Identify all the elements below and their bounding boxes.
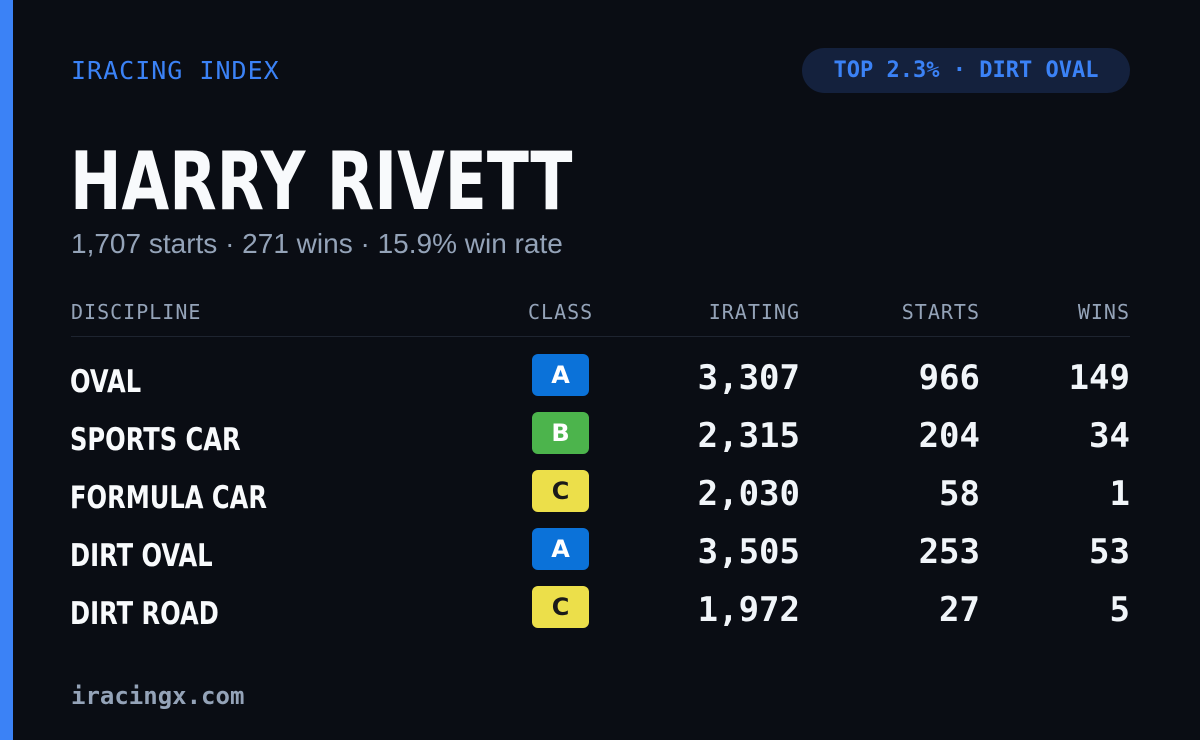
discipline-name: DIRT ROAD	[70, 596, 219, 632]
class-badge: C	[532, 470, 589, 512]
accent-bar	[0, 0, 13, 740]
discipline-name: SPORTS CAR	[70, 422, 241, 458]
column-header-starts: STARTS	[901, 300, 980, 324]
wins-value: 5	[1109, 590, 1130, 630]
discipline-name: DIRT OVAL	[70, 538, 213, 574]
discipline-name: OVAL	[70, 364, 142, 400]
irating-value: 3,505	[697, 532, 800, 572]
column-header-irating: IRATING	[708, 300, 800, 324]
starts-value: 253	[918, 532, 980, 572]
wins-value: 149	[1068, 358, 1130, 398]
discipline-name: FORMULA CAR	[70, 480, 268, 516]
starts-value: 27	[939, 590, 980, 630]
table-row: DIRT OVAL A 3,505 253 53	[0, 528, 1200, 586]
wins-value: 34	[1089, 416, 1130, 456]
column-header-wins: WINS	[1077, 300, 1130, 324]
wins-value: 53	[1089, 532, 1130, 572]
irating-value: 2,315	[697, 416, 800, 456]
header-divider	[71, 336, 1130, 337]
rank-badge: TOP 2.3% · DIRT OVAL	[802, 48, 1130, 93]
table-row: FORMULA CAR C 2,030 58 1	[0, 470, 1200, 528]
starts-value: 966	[918, 358, 980, 398]
class-badge: A	[532, 354, 589, 396]
table-row: DIRT ROAD C 1,972 27 5	[0, 586, 1200, 644]
footer-domain-link[interactable]: iracingx.com	[71, 682, 245, 710]
column-header-class: CLASS	[528, 300, 594, 324]
irating-value: 1,972	[697, 590, 800, 630]
driver-name: HARRY RIVETT	[70, 135, 573, 228]
starts-value: 204	[918, 416, 980, 456]
irating-value: 2,030	[697, 474, 800, 514]
column-header-discipline: DISCIPLINE	[71, 300, 202, 324]
class-badge: B	[532, 412, 589, 454]
irating-value: 3,307	[697, 358, 800, 398]
table-row: OVAL A 3,307 966 149	[0, 354, 1200, 412]
driver-summary: 1,707 starts · 271 wins · 15.9% win rate	[71, 228, 563, 259]
class-badge: A	[532, 528, 589, 570]
table-row: SPORTS CAR B 2,315 204 34	[0, 412, 1200, 470]
wins-value: 1	[1109, 474, 1130, 514]
starts-value: 58	[939, 474, 980, 514]
brand-label: IRACING INDEX	[71, 56, 280, 85]
class-badge: C	[532, 586, 589, 628]
